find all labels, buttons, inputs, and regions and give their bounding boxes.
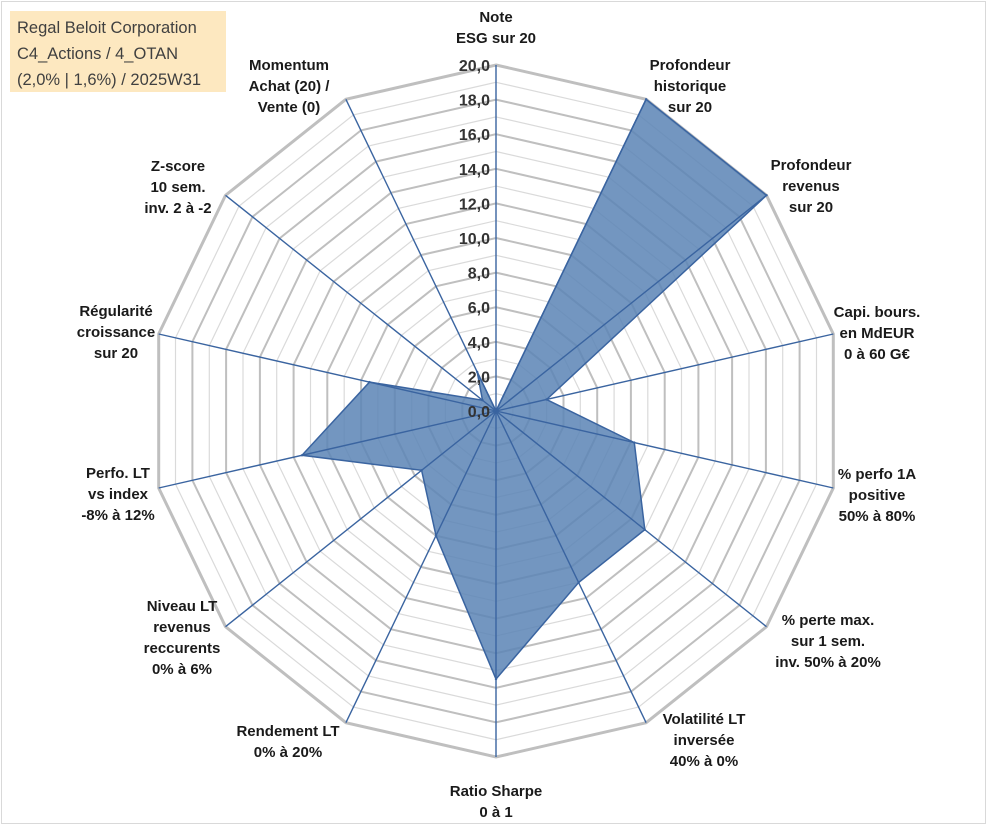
tick-label: 4,0 (468, 335, 490, 352)
axis-label-9: Niveau LT revenus reccurents 0% à 6% (144, 598, 221, 678)
axis-label-line: Profondeur (771, 157, 852, 174)
axis-label-line: Achat (20) / (249, 78, 331, 95)
axis-label-line: 0 à 1 (479, 804, 512, 821)
radar-spokes (158, 65, 834, 757)
axis-label-line: sur 20 (789, 199, 833, 216)
axis-spoke-12 (225, 194, 497, 412)
chart-title-line-category: C4_Actions / 4_OTAN (17, 45, 179, 63)
axis-label-line: sur 1 sem. (791, 633, 865, 650)
tick-label: 8,0 (468, 266, 490, 283)
axis-label-line: vs index (88, 486, 149, 503)
axis-label-line: Note (479, 9, 512, 26)
axis-label-line: positive (849, 487, 906, 504)
axis-spoke-9 (225, 410, 497, 628)
axis-spoke-6 (495, 410, 647, 724)
axis-label-line: Profondeur (650, 57, 731, 74)
axis-label-line: Capi. bours. (834, 304, 921, 321)
axis-label-line: sur 20 (668, 99, 712, 116)
tick-label: 0,0 (468, 404, 490, 421)
axis-label-2: Profondeur revenus sur 20 (771, 157, 852, 216)
axis-spoke-11 (158, 333, 497, 412)
axis-label-line: ESG sur 20 (456, 30, 536, 47)
tick-label: 6,0 (468, 300, 490, 317)
axis-label-line: croissance (77, 324, 155, 341)
chart-title-line-weights: (2,0% | 1,6%) / 2025W31 (17, 71, 202, 89)
axis-label-line: revenus (153, 619, 211, 636)
axis-label-3: Capi. bours. en MdEUR 0 à 60 G€ (834, 304, 921, 363)
axis-label-line: inversée (674, 732, 735, 749)
axis-label-line: -8% à 12% (81, 507, 154, 524)
chart-title-box: Regal Beloit Corporation C4_Actions / 4_… (10, 11, 226, 92)
tick-label: 20,0 (459, 58, 490, 75)
axis-label-7: Ratio Sharpe 0 à 1 (450, 783, 543, 821)
axis-label-line: Régularité (79, 303, 152, 320)
axis-label-line: inv. 2 à -2 (144, 200, 211, 217)
axis-label-13: Momentum Achat (20) / Vente (0) (249, 57, 331, 116)
axis-spoke-10 (158, 410, 497, 489)
axis-spoke-5 (495, 410, 767, 628)
axis-label-line: Z-score (151, 158, 205, 175)
chart-title-line-company: Regal Beloit Corporation (17, 19, 197, 37)
axis-label-line: 0 à 60 G€ (844, 346, 911, 363)
tick-label: 16,0 (459, 127, 490, 144)
axis-label-line: % perfo 1A (838, 466, 917, 483)
axis-label-line: 10 sem. (150, 179, 205, 196)
axis-label-6: Volatilité LT inversée 40% à 0% (663, 711, 746, 770)
axis-label-line: Momentum (249, 57, 329, 74)
tick-label: 14,0 (459, 162, 490, 179)
axis-label-1: Profondeur historique sur 20 (650, 57, 731, 116)
axis-label-line: historique (654, 78, 727, 95)
axis-label-line: en MdEUR (840, 325, 915, 342)
axis-label-line: sur 20 (94, 345, 138, 362)
axis-label-line: inv. 50% à 20% (775, 654, 881, 671)
axis-label-line: Volatilité LT (663, 711, 746, 728)
axis-spoke-8 (345, 410, 497, 724)
axis-label-line: Rendement LT (236, 723, 339, 740)
axis-spoke-1 (495, 98, 647, 412)
tick-label: 2,0 (468, 369, 490, 386)
axis-label-12: Z-score 10 sem. inv. 2 à -2 (144, 158, 211, 217)
axis-spoke-13 (345, 98, 497, 412)
axis-label-line: Perfo. LT (86, 465, 150, 482)
axis-label-line: 50% à 80% (839, 508, 916, 525)
axis-label-line: Niveau LT (147, 598, 218, 615)
axis-label-line: % perte max. (782, 612, 875, 629)
axis-label-8: Rendement LT 0% à 20% (236, 723, 339, 761)
axis-label-line: 0% à 6% (152, 661, 212, 678)
axis-label-10: Perfo. LT vs index -8% à 12% (81, 465, 154, 524)
radar-axis-labels: Note ESG sur 20 Profondeur historique sur 20… (77, 9, 921, 821)
tick-label: 12,0 (459, 196, 490, 213)
axis-spoke-2 (495, 194, 767, 412)
axis-spoke-3 (495, 333, 834, 412)
axis-spoke-4 (495, 410, 834, 489)
axis-label-line: revenus (782, 178, 840, 195)
axis-label-line: 0% à 20% (254, 744, 322, 761)
tick-label: 10,0 (459, 231, 490, 248)
axis-label-line: Vente (0) (258, 99, 321, 116)
axis-label-line: reccurents (144, 640, 221, 657)
axis-label-4: % perfo 1A positive 50% à 80% (838, 466, 917, 525)
axis-label-5: % perte max. sur 1 sem. inv. 50% à 20% (775, 612, 881, 671)
axis-label-0: Note ESG sur 20 (456, 9, 536, 47)
axis-label-line: 40% à 0% (670, 753, 738, 770)
axis-label-line: Ratio Sharpe (450, 783, 543, 800)
axis-label-11: Régularité croissance sur 20 (77, 303, 155, 362)
tick-label: 18,0 (459, 93, 490, 110)
radar-tick-labels: 0,0 2,0 4,0 6,0 8,0 10,0 12,0 14,0 16,0 18,0 20,0 (459, 58, 490, 421)
